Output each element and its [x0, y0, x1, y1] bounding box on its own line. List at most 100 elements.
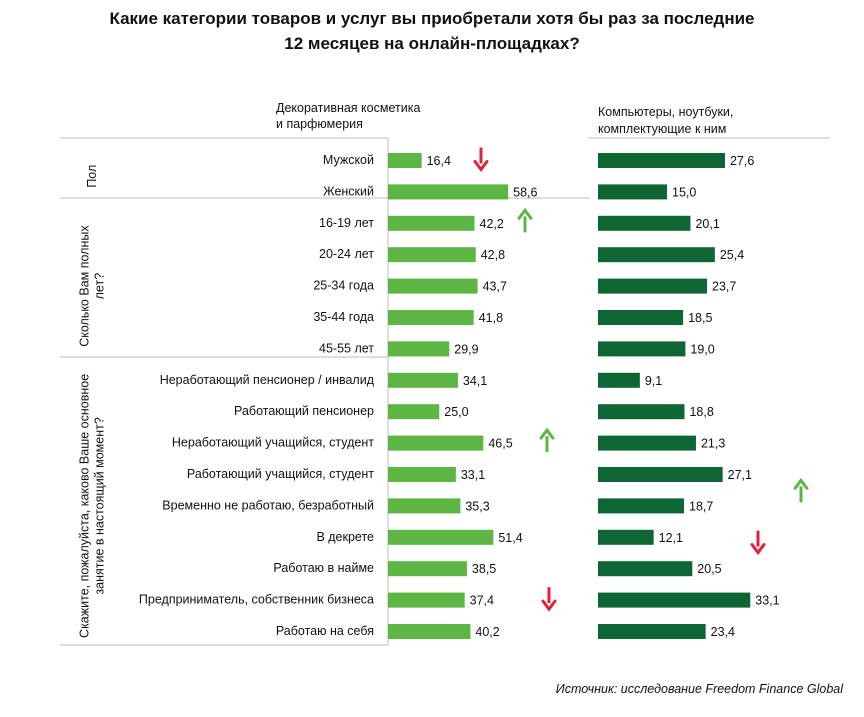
category-labels: Мужской Женский 16-19 лет 20-24 лет 25-34 го…	[139, 153, 375, 638]
series-name: Компьютеры, ноутбуки,	[598, 105, 733, 119]
group-label: Скажите, пожалуйста, каково Ваше основно…	[78, 374, 92, 638]
bar	[598, 341, 686, 357]
chart-title-line: Какие категории товаров и услуг вы приоб…	[109, 9, 754, 28]
category-label: Работаю на себя	[276, 624, 374, 638]
bar	[598, 498, 685, 514]
category-label: В декрете	[316, 530, 374, 544]
arrow-down-icon	[473, 147, 489, 172]
arrow-up-icon	[793, 477, 809, 503]
bar	[598, 529, 654, 545]
data-label: 46,5	[488, 437, 512, 451]
bar	[598, 592, 751, 608]
bar	[598, 435, 696, 451]
bar	[598, 247, 715, 263]
bar	[388, 624, 471, 639]
bar	[598, 561, 693, 577]
chart-title: Какие категории товаров и услуг вы приоб…	[109, 9, 754, 53]
group-label: Сколько Вам полных	[78, 225, 92, 347]
bar	[388, 247, 476, 263]
data-label: 25,0	[444, 405, 468, 419]
group-labels: Пол Сколько Вам полных лет? Скажите, пожалу…	[78, 165, 107, 638]
bar	[388, 215, 475, 231]
data-label: 23,4	[711, 625, 735, 639]
bar	[388, 404, 440, 420]
data-label: 38,5	[472, 562, 496, 576]
category-label: Предприниматель, собственник бизнеса	[139, 593, 374, 607]
bar	[598, 215, 691, 231]
group-label: Пол	[85, 165, 99, 188]
arrow-down-icon	[750, 530, 766, 556]
bar	[388, 435, 484, 451]
chart-title-line: 12 месяцев на онлайн-площадках?	[284, 34, 579, 53]
category-label: Женский	[323, 184, 374, 198]
category-label: 45-55 лет	[319, 341, 374, 355]
arrow-up-icon	[539, 427, 555, 453]
bar	[388, 341, 450, 357]
bar	[388, 561, 467, 577]
category-label: Работающий пенсионер	[234, 404, 374, 418]
category-label: Работаю в найме	[273, 561, 374, 575]
bar	[388, 498, 461, 514]
data-label: 20,5	[697, 562, 721, 576]
data-label: 20,1	[695, 217, 719, 231]
data-label: 18,7	[689, 499, 713, 513]
source-text: Источник: исследование Freedom Finance G…	[556, 682, 844, 696]
bar	[598, 467, 723, 482]
bar	[598, 372, 640, 388]
category-label: Неработающий учащийся, студент	[172, 436, 374, 450]
series-name: и парфюмерия	[276, 117, 363, 131]
data-label: 16,4	[427, 154, 451, 168]
category-label: 25-34 года	[313, 279, 374, 293]
bar	[388, 184, 509, 200]
data-label: 43,7	[483, 280, 507, 294]
category-label: 16-19 лет	[319, 216, 374, 230]
data-label: 9,1	[645, 374, 662, 388]
bar	[388, 372, 458, 388]
bar	[388, 153, 422, 168]
group-label: лет?	[93, 273, 107, 300]
data-label: 37,4	[470, 594, 494, 608]
category-label: Мужской	[323, 153, 374, 167]
category-label: Временно не работаю, безработный	[162, 498, 374, 512]
bar	[388, 467, 456, 482]
data-label: 33,1	[461, 468, 485, 482]
bar	[388, 310, 474, 325]
bar	[598, 184, 667, 200]
bar	[388, 529, 494, 545]
data-label: 12,1	[659, 531, 683, 545]
data-label: 58,6	[513, 185, 537, 199]
data-label: 25,4	[720, 248, 744, 262]
bar	[598, 153, 725, 168]
group-label: занятие в настоящий момент?	[93, 417, 107, 594]
data-label: 42,2	[480, 217, 504, 231]
bar	[388, 278, 478, 294]
data-label: 51,4	[498, 531, 522, 545]
category-label: Неработающий пенсионер / инвалид	[160, 373, 375, 387]
bar	[598, 278, 708, 294]
bar	[598, 624, 706, 639]
category-label: 35-44 года	[313, 310, 374, 324]
data-label: 18,5	[688, 311, 712, 325]
data-label: 41,8	[479, 311, 503, 325]
bar	[388, 592, 465, 608]
data-label: 33,1	[755, 594, 779, 608]
category-label: 20-24 лет	[319, 247, 374, 261]
data-label: 42,8	[481, 248, 505, 262]
arrow-up-icon	[517, 207, 533, 233]
arrow-down-icon	[541, 587, 557, 612]
data-label: 23,7	[712, 280, 736, 294]
category-label: Работающий учащийся, студент	[187, 467, 374, 481]
series-name: комплектующие к ним	[598, 122, 726, 136]
data-label: 15,0	[672, 185, 696, 199]
series-cosmetics: Декоративная косметика и парфюмерия 16,4 58…	[276, 101, 557, 639]
data-label: 27,1	[728, 468, 752, 482]
data-label: 27,6	[730, 154, 754, 168]
series-computers: Компьютеры, ноутбуки, комплектующие к ним…	[598, 105, 809, 639]
data-label: 35,3	[465, 499, 489, 513]
series-name: Декоративная косметика	[276, 101, 420, 115]
data-label: 21,3	[701, 437, 725, 451]
source-note: Источник: исследование Freedom Finance G…	[556, 682, 844, 696]
bar	[598, 310, 684, 325]
data-label: 40,2	[475, 625, 499, 639]
